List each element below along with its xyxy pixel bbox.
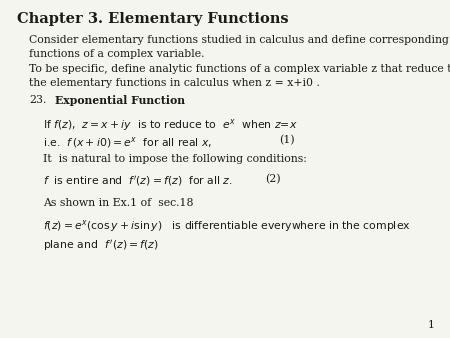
Text: If $f(z)$,  $z = x + iy$  is to reduce to  $e^x$  when $z$=$x$: If $f(z)$, $z = x + iy$ is to reduce to … xyxy=(43,117,297,132)
Text: It  is natural to impose the following conditions:: It is natural to impose the following co… xyxy=(43,154,306,164)
Text: i.e.  $f\,(x+i0) = e^x$  for all real $x$,: i.e. $f\,(x+i0) = e^x$ for all real $x$, xyxy=(43,135,212,150)
Text: (1): (1) xyxy=(279,135,295,146)
Text: $f$  is entire and  $f'(z) = f(z)$  for all $z$.: $f$ is entire and $f'(z) = f(z)$ for all… xyxy=(43,174,233,188)
Text: Consider elementary functions studied in calculus and define corresponding
funct: Consider elementary functions studied in… xyxy=(29,35,449,59)
Text: Exponential Function: Exponential Function xyxy=(55,95,185,106)
Text: 23.: 23. xyxy=(29,95,47,105)
Text: (2): (2) xyxy=(266,174,281,185)
Text: plane and  $f\,'(z) = f(z)$: plane and $f\,'(z) = f(z)$ xyxy=(43,238,158,253)
Text: $f(z) = e^x(\cos y + i\sin y)$   is differentiable everywhere in the complex: $f(z) = e^x(\cos y + i\sin y)$ is differ… xyxy=(43,218,410,234)
Text: Chapter 3. Elementary Functions: Chapter 3. Elementary Functions xyxy=(17,12,289,26)
Text: As shown in Ex.1 of  sec.18: As shown in Ex.1 of sec.18 xyxy=(43,198,193,208)
Text: To be specific, define analytic functions of a complex variable z that reduce to: To be specific, define analytic function… xyxy=(29,64,450,88)
Text: 1: 1 xyxy=(427,319,434,330)
